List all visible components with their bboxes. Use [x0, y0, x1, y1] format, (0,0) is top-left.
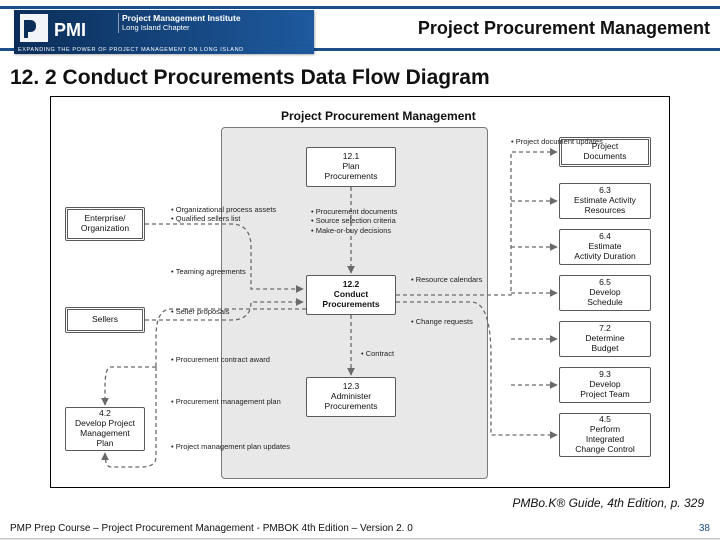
- slide-header: PMI Project Management Institute Long Is…: [0, 0, 720, 58]
- annotation: Project document updates: [511, 137, 631, 146]
- pmi-logo: PMI Project Management Institute Long Is…: [14, 10, 314, 46]
- node-ead: 6.4EstimateActivity Duration: [559, 229, 651, 265]
- header-title: Project Procurement Management: [418, 18, 710, 39]
- logo-text-line1: Project Management Institute: [122, 13, 241, 23]
- node-p122: 12.2ConductProcurements: [306, 275, 396, 315]
- logo-text-line2: Long Island Chapter: [122, 23, 190, 32]
- node-ent: Enterprise/Organization: [65, 207, 145, 241]
- node-ear: 6.3Estimate ActivityResources: [559, 183, 651, 219]
- node-dpt: 9.3DevelopProject Team: [559, 367, 651, 403]
- node-sel: Sellers: [65, 307, 145, 333]
- node-ds: 6.5DevelopSchedule: [559, 275, 651, 311]
- annotation: Organizational process assetsQualified s…: [171, 205, 291, 224]
- node-picc: 4.5PerformIntegratedChange Control: [559, 413, 651, 457]
- annotation: Seller proposals: [171, 307, 291, 316]
- citation: PMBo.K® Guide, 4th Edition, p. 329: [512, 496, 704, 510]
- annotation: Procurement contract award: [171, 355, 291, 364]
- diagram-frame: Project Procurement Management Enterpris…: [50, 96, 670, 488]
- node-p123: 12.3AdministerProcurements: [306, 377, 396, 417]
- logo-tagline: EXPANDING THE POWER OF PROJECT MANAGEMEN…: [14, 46, 314, 54]
- annotation: Teaming agreements: [171, 267, 291, 276]
- node-p121: 12.1PlanProcurements: [306, 147, 396, 187]
- node-db: 7.2DetermineBudget: [559, 321, 651, 357]
- annotation: Change requests: [411, 317, 531, 326]
- annotation: Procurement documentsSource selection cr…: [311, 207, 431, 235]
- header-rule-top: [0, 6, 720, 9]
- node-dpmp: 4.2Develop ProjectManagementPlan: [65, 407, 145, 451]
- svg-text:PMI: PMI: [54, 20, 86, 40]
- section-title: 12. 2 Conduct Procurements Data Flow Dia…: [10, 66, 490, 90]
- pmi-logo-mark: PMI: [20, 14, 116, 42]
- annotation: Contract: [361, 349, 481, 358]
- footer-text: PMP Prep Course – Project Procurement Ma…: [10, 523, 413, 534]
- page-number: 38: [699, 523, 710, 534]
- annotation: Resource calendars: [411, 275, 531, 284]
- annotation: Project management plan updates: [171, 442, 291, 451]
- annotation: Procurement management plan: [171, 397, 291, 406]
